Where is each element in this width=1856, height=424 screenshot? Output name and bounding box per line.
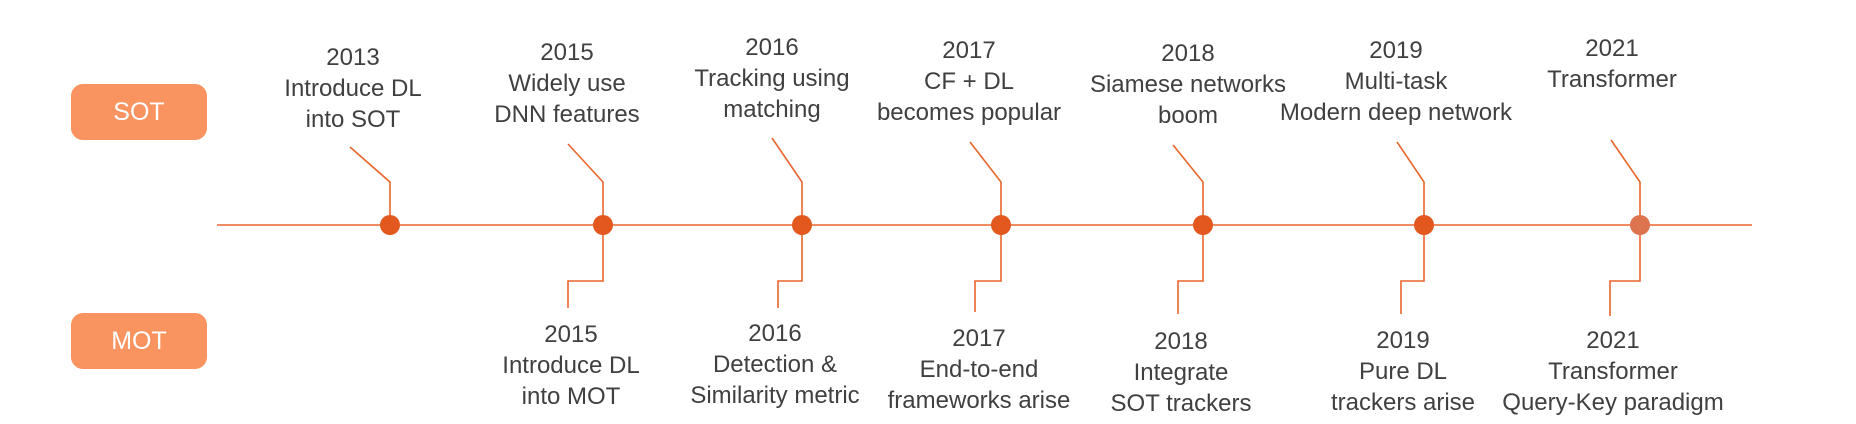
mot-event-text: trackers arise <box>1331 389 1475 416</box>
sot-event-text: Widely use <box>508 70 625 97</box>
mot-event-text: End-to-end <box>920 356 1039 383</box>
timeline-dot <box>991 215 1011 235</box>
timeline-dot <box>593 215 613 235</box>
sot-event-label: 2017 CF + DL becomes popular <box>877 37 1061 126</box>
mot-leader-line <box>1177 225 1204 314</box>
sot-event-text: DNN features <box>494 101 639 128</box>
sot-event-year: 2013 <box>326 44 379 71</box>
mot-event-text: Similarity metric <box>690 382 859 409</box>
sot-leader-line <box>1610 139 1641 225</box>
sot-event-text: matching <box>723 96 820 123</box>
mot-leader-line <box>974 225 1002 312</box>
mot-badge: MOT <box>71 313 207 369</box>
mot-event-label: 2017 End-to-end frameworks arise <box>888 325 1071 414</box>
timeline-events: 2013 Introduce DL into SOT 2015 Widely use DN… <box>284 34 1723 417</box>
mot-event-text: frameworks arise <box>888 387 1071 414</box>
timeline-dot <box>1630 215 1650 235</box>
mot-event-text: Query-Key paradigm <box>1502 389 1723 416</box>
mot-label: MOT <box>111 326 167 355</box>
mot-event-label: 2019 Pure DL trackers arise <box>1331 327 1475 416</box>
sot-event-text: Multi-task <box>1345 68 1449 95</box>
sot-leader-line <box>349 146 391 225</box>
sot-event-label: 2018 Siamese networks boom <box>1090 40 1286 129</box>
sot-leader-line <box>771 137 803 225</box>
mot-event-text: Pure DL <box>1359 358 1447 385</box>
mot-event-text: SOT trackers <box>1111 390 1252 417</box>
mot-leader-line <box>1609 225 1641 316</box>
sot-event-text: Transformer <box>1547 66 1677 93</box>
sot-badge: SOT <box>71 84 207 140</box>
mot-event-year: 2021 <box>1586 327 1639 354</box>
mot-event-year: 2019 <box>1376 327 1429 354</box>
sot-event-label: 2019 Multi-task Modern deep network <box>1280 37 1513 126</box>
sot-event-year: 2016 <box>745 34 798 61</box>
sot-leader-line <box>1396 141 1425 225</box>
sot-event-text: Siamese networks <box>1090 71 1286 98</box>
mot-event-label: 2015 Introduce DL into MOT <box>502 321 639 410</box>
sot-event-text: boom <box>1158 102 1218 129</box>
sot-event-text: Modern deep network <box>1280 99 1513 126</box>
sot-event-text: Introduce DL <box>284 75 421 102</box>
mot-event-year: 2018 <box>1154 328 1207 355</box>
sot-event-year: 2019 <box>1369 37 1422 64</box>
sot-event-label: 2015 Widely use DNN features <box>494 39 639 128</box>
mot-event-text: Introduce DL <box>502 352 639 379</box>
timeline-dot <box>380 215 400 235</box>
mot-event-label: 2018 Integrate SOT trackers <box>1111 328 1252 417</box>
sot-leader-line <box>969 141 1002 225</box>
mot-event-text: Integrate <box>1134 359 1229 386</box>
mot-event-text: Transformer <box>1548 358 1678 385</box>
sot-event-year: 2018 <box>1161 40 1214 67</box>
timeline-dot <box>1193 215 1213 235</box>
mot-event-year: 2016 <box>748 320 801 347</box>
timeline-dot <box>792 215 812 235</box>
sot-event-year: 2015 <box>540 39 593 66</box>
sot-leader-line <box>567 143 604 225</box>
mot-event-label: 2016 Detection & Similarity metric <box>690 320 859 409</box>
mot-event-text: into MOT <box>522 383 621 410</box>
sot-leader-line <box>1172 144 1204 225</box>
sot-event-text: CF + DL <box>924 68 1014 95</box>
mot-event-text: Detection & <box>713 351 837 378</box>
mot-leader-line <box>567 225 604 308</box>
sot-event-year: 2017 <box>942 37 995 64</box>
sot-event-year: 2021 <box>1585 35 1638 62</box>
sot-event-label: 2013 Introduce DL into SOT <box>284 44 421 133</box>
mot-leader-line <box>777 225 803 308</box>
sot-event-text: Tracking using <box>694 65 849 92</box>
sot-event-label: 2016 Tracking using matching <box>694 34 849 123</box>
mot-event-year: 2017 <box>952 325 1005 352</box>
sot-event-text: into SOT <box>306 106 401 133</box>
mot-event-label: 2021 Transformer Query-Key paradigm <box>1502 327 1723 416</box>
sot-event-label: 2021 Transformer <box>1547 35 1677 93</box>
sot-event-text: becomes popular <box>877 99 1061 126</box>
mot-event-year: 2015 <box>544 321 597 348</box>
timeline-dot <box>1414 215 1434 235</box>
mot-leader-line <box>1400 225 1425 314</box>
sot-label: SOT <box>113 97 165 126</box>
